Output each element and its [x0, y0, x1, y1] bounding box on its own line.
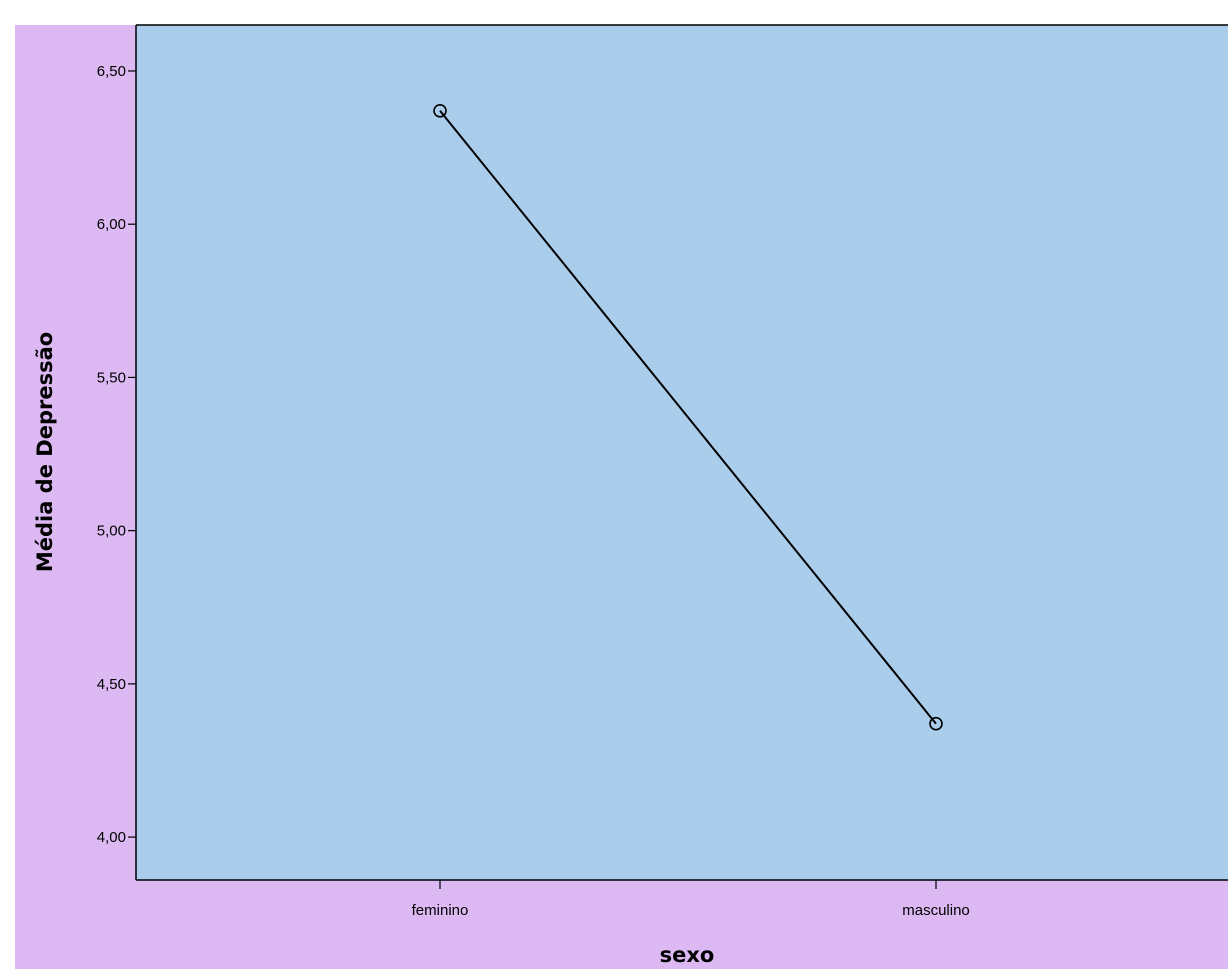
x-tick-label: masculino — [902, 902, 970, 919]
y-tick-label: 6,50 — [97, 63, 126, 80]
data-point — [433, 104, 447, 118]
y-tick-label: 6,00 — [97, 216, 126, 233]
series-layer — [433, 104, 943, 731]
axes: 4,00 4,50 5,00 5,50 6,00 6,50 feminino masculin… — [97, 24, 1228, 919]
series-line — [439, 110, 937, 725]
x-tick-label: feminino — [412, 902, 469, 919]
y-axis-title: Média de Depressão — [33, 332, 57, 572]
x-axis-title: sexo — [660, 943, 715, 967]
y-tick-label: 4,00 — [97, 829, 126, 846]
y-tick-label: 4,50 — [97, 676, 126, 693]
y-tick-label: 5,50 — [97, 369, 126, 386]
y-tick-label: 5,00 — [97, 523, 126, 540]
plot-area — [136, 25, 1228, 880]
data-point — [929, 716, 943, 731]
